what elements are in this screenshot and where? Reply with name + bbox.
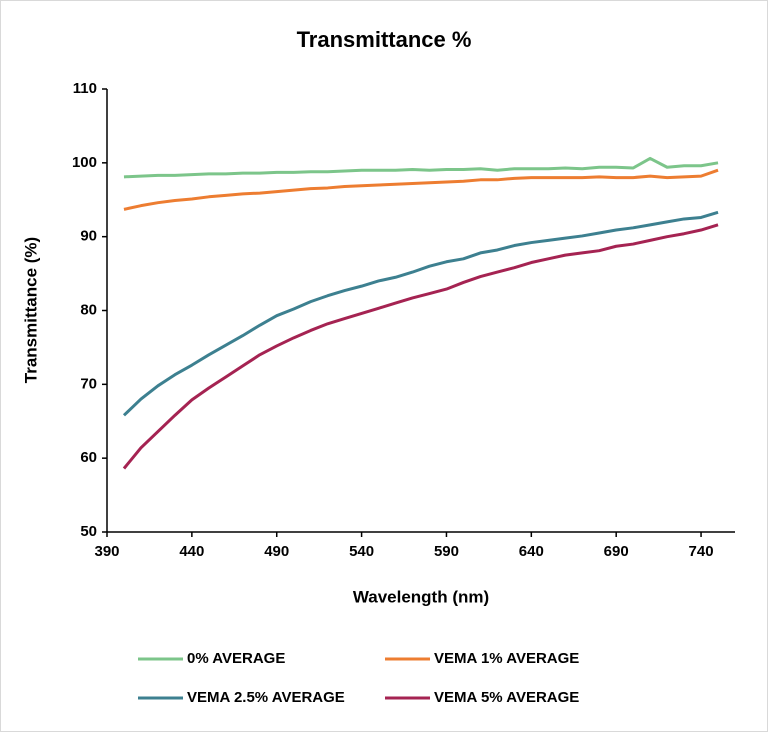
y-tick-label: 80 [80, 301, 97, 318]
x-tick-label: 740 [689, 543, 714, 560]
y-tick-label: 70 [80, 375, 97, 392]
series-line [122, 210, 719, 417]
chart-title: Transmittance % [297, 27, 472, 52]
legend-label: VEMA 1% AVERAGE [434, 650, 579, 667]
y-tick-label: 60 [80, 449, 97, 466]
series-line [123, 168, 719, 211]
y-tick-label: 110 [73, 80, 97, 97]
legend-label: VEMA 5% AVERAGE [434, 689, 579, 706]
x-tick-label: 440 [179, 543, 204, 560]
x-tick-label: 490 [264, 543, 289, 560]
y-axis-title: Transmittance (%) [21, 237, 40, 383]
legend-label: VEMA 2.5% AVERAGE [187, 689, 345, 706]
series-line [122, 223, 719, 470]
y-tick-label: 90 [80, 228, 97, 245]
legend-label: 0% AVERAGE [187, 650, 285, 667]
y-tick-label: 100 [72, 154, 97, 171]
x-tick-label: 590 [434, 543, 459, 560]
series-line [123, 156, 719, 179]
y-tick-label: 50 [80, 523, 97, 540]
x-tick-label: 540 [349, 543, 374, 560]
x-tick-label: 640 [519, 543, 544, 560]
x-tick-label: 690 [604, 543, 629, 560]
x-axis-title: Wavelength (nm) [353, 587, 489, 606]
x-tick-label: 390 [94, 543, 119, 560]
legend: 0% AVERAGE VEMA 1% AVERAGE VEMA 2.5% AVERA… [138, 650, 579, 706]
